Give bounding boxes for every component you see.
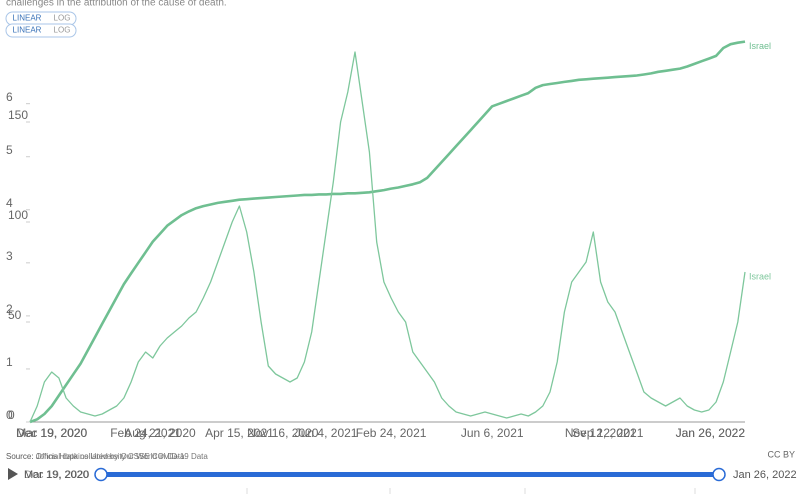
y-tick-label: 5 (6, 143, 13, 157)
timeline[interactable]: Mar 19, 2020 Dec 19, 2020 Jan 26, 2022 (8, 467, 797, 482)
x-tick-label: Nov 16, 2020 (247, 426, 319, 440)
timeline-handle[interactable] (712, 467, 726, 482)
license[interactable]: CC BY (767, 449, 795, 459)
x-tick-label: Mar 19, 2020 (16, 426, 87, 440)
y-tick-label: 150 (8, 108, 28, 122)
series-label: Israel (749, 41, 771, 51)
x-tick-label: Jan 26, 2022 (676, 426, 746, 440)
header-note: challenges in the attribution of the cau… (6, 0, 227, 9)
x-tick-label: Feb 24, 2021 (110, 426, 181, 440)
source: Source: Johns Hopkins University CSSE CO… (6, 452, 208, 461)
y-tick-label: 2 (6, 302, 13, 316)
y-tick-label: 1 (6, 355, 13, 369)
x-tick-label: Apr 15, 2021 (205, 426, 274, 440)
timeline-track (100, 472, 720, 477)
tab-separators (246, 488, 696, 494)
linear-button[interactable]: LINEAR (13, 14, 42, 23)
linear-button[interactable]: LINEAR (13, 26, 42, 35)
scale-toggle[interactable]: LINEAR LOG (5, 11, 77, 26)
y-tick-label: 100 (8, 208, 28, 222)
timeline-start: Mar 19, 2020 (24, 469, 89, 481)
series-label: Israel (749, 271, 771, 281)
x-tick-label: Aug 21, 2020 (124, 426, 196, 440)
play-button[interactable] (8, 468, 18, 480)
y-tick-label: 6 (6, 90, 13, 104)
x-tick-label: Nov 12, 2021 (565, 426, 637, 440)
y-tick-label: 0 (8, 408, 15, 422)
x-tick-label: Jun 4, 2021 (295, 426, 358, 440)
x-tick-label: Feb 24, 2021 (356, 426, 427, 440)
y-tick-label: 4 (6, 196, 13, 210)
toggle-frame (5, 23, 77, 38)
x-tick-label: Jun 6, 2021 (461, 426, 524, 440)
scale-toggle[interactable]: LINEAR LOG (5, 23, 77, 38)
log-button[interactable]: LOG (54, 26, 71, 35)
x-tick-label: Sep 12, 2021 (572, 426, 644, 440)
data-line (29, 40, 746, 424)
log-button[interactable]: LOG (54, 14, 71, 23)
timeline-handle[interactable] (94, 467, 108, 482)
data-line (29, 51, 746, 423)
x-tick-label: Jan 26, 2022 (676, 426, 746, 440)
y-tick-label: 0 (6, 408, 13, 422)
y-tick-label: 3 (6, 249, 13, 263)
timeline-end: Jan 26, 2022 (733, 469, 797, 481)
y-tick-label: 50 (8, 308, 22, 322)
timeline-start: Dec 19, 2020 (24, 469, 89, 481)
source: Source: Official data collated by Our Wo… (6, 452, 185, 461)
x-tick-label: Dec 19, 2020 (16, 426, 88, 440)
